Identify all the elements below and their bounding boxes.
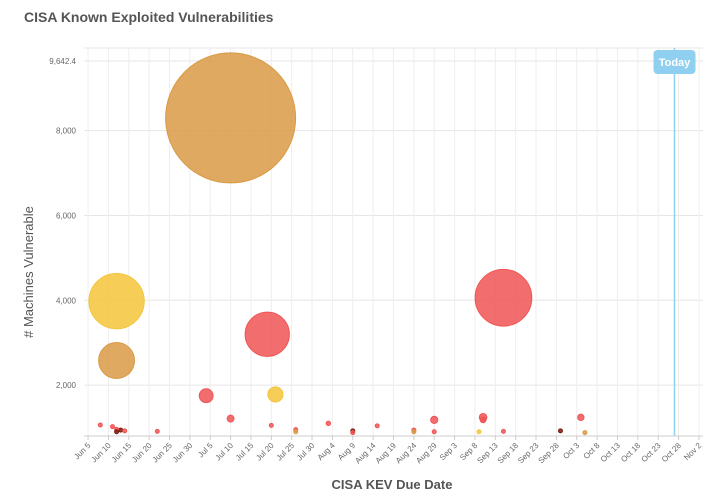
x-tick-label: Aug 29: [414, 441, 439, 466]
data-point: [165, 52, 297, 184]
x-tick-label: Sep 3: [438, 441, 460, 463]
x-tick-label: Aug 4: [316, 441, 338, 463]
today-label-box: [653, 50, 696, 74]
x-tick-label: Oct 13: [599, 441, 622, 464]
data-point: [110, 424, 116, 430]
x-tick-label: Jun 10: [89, 441, 113, 465]
data-point: [268, 422, 274, 428]
x-tick-label: Jun 15: [110, 441, 134, 465]
data-point: [500, 428, 506, 434]
x-tick-label: Jul 25: [275, 441, 297, 463]
y-tick-label: 9,642.4: [49, 57, 76, 66]
y-tick-label: 6,000: [56, 211, 77, 220]
x-tick-label: Aug 24: [394, 441, 419, 466]
x-tick-label: Jul 10: [214, 441, 236, 463]
data-point: [154, 428, 160, 434]
data-point: [374, 423, 380, 429]
data-point: [198, 388, 214, 404]
data-point: [582, 430, 588, 436]
data-point: [431, 429, 437, 435]
data-point: [97, 422, 103, 428]
today-label: Today: [659, 57, 691, 69]
y-tick-label: 2,000: [56, 381, 77, 390]
data-point: [244, 311, 290, 357]
data-point: [114, 429, 120, 435]
x-tick-label: Jun 20: [130, 441, 154, 465]
x-tick-label: Jun 25: [151, 441, 175, 465]
chart-title: CISA Known Exploited Vulnerabilities: [24, 9, 274, 25]
x-tick-label: Jul 30: [295, 441, 317, 463]
x-tick-label: Aug 14: [353, 441, 378, 466]
x-tick-label: Jul 15: [234, 441, 256, 463]
y-tick-label: 4,000: [56, 296, 77, 305]
x-tick-label: Jun 30: [171, 441, 195, 465]
data-point: [474, 268, 533, 327]
x-axis-title: CISA KEV Due Date: [332, 477, 453, 492]
x-tick-label: Jul 20: [254, 441, 276, 463]
data-point: [430, 415, 439, 424]
x-tick-label: Oct 3: [561, 441, 581, 461]
data-point: [479, 416, 487, 424]
y-tick-label: 8,000: [56, 127, 77, 136]
data-point: [577, 413, 585, 422]
data-point: [293, 429, 299, 435]
x-tick-label: Aug 19: [374, 441, 399, 466]
data-point: [411, 429, 417, 435]
x-tick-label: Sep 28: [537, 441, 562, 466]
data-point: [267, 386, 284, 403]
x-tick-label: Sep 23: [516, 441, 541, 466]
x-tick-label: Sep 18: [496, 441, 521, 466]
x-tick-label: Nov 2: [682, 441, 704, 463]
data-point: [476, 429, 482, 435]
x-tick-label: Sep 13: [475, 441, 500, 466]
today-marker: Today: [653, 48, 696, 436]
data-point: [226, 414, 235, 423]
x-tick-label: Oct 28: [660, 441, 683, 464]
y-axis-title: # Machines Vulnerable: [21, 206, 36, 338]
data-point: [88, 272, 145, 330]
data-point: [118, 427, 124, 433]
x-tick-label: Jul 5: [196, 441, 215, 460]
data-point: [350, 430, 356, 436]
data-point: [325, 420, 332, 426]
data-point: [122, 428, 128, 434]
data-point: [98, 342, 136, 379]
points-layer: [88, 52, 588, 436]
x-tick-label: Oct 18: [619, 441, 642, 464]
x-tick-label: Oct 23: [640, 441, 663, 464]
data-point: [557, 428, 563, 434]
